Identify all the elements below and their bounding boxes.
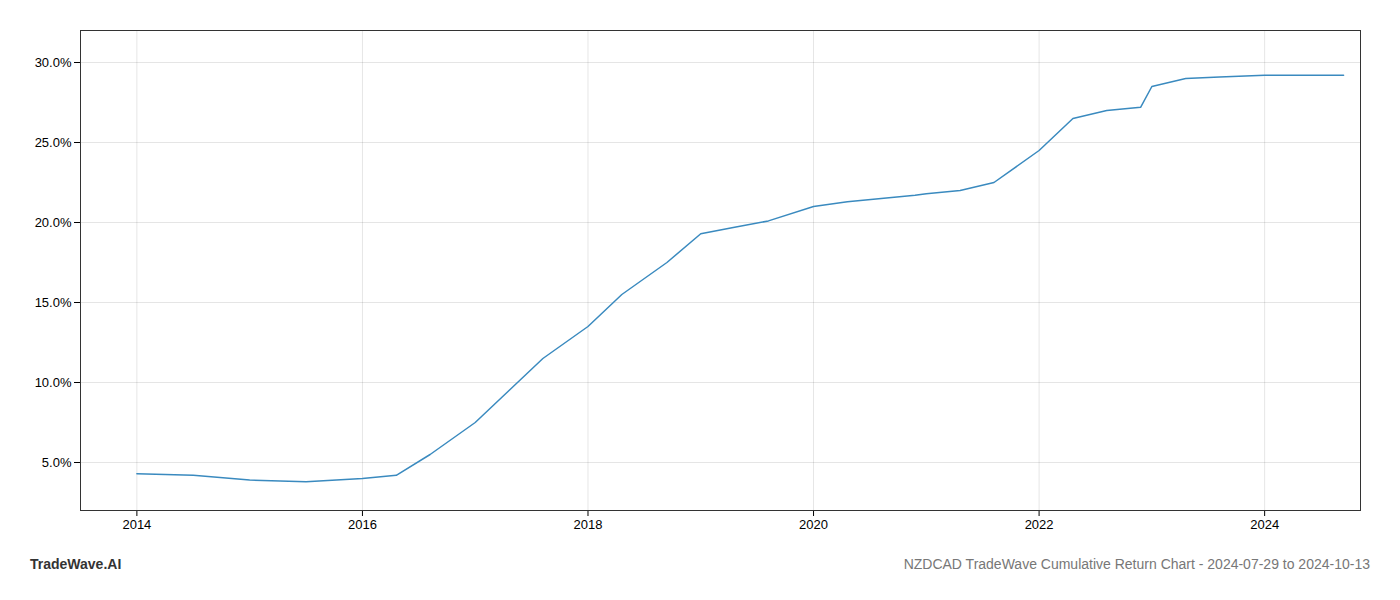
svg-text:2022: 2022 bbox=[1025, 517, 1054, 532]
svg-text:2016: 2016 bbox=[348, 517, 377, 532]
svg-text:20.0%: 20.0% bbox=[35, 215, 72, 230]
svg-text:30.0%: 30.0% bbox=[35, 55, 72, 70]
svg-text:2020: 2020 bbox=[799, 517, 828, 532]
svg-text:25.0%: 25.0% bbox=[35, 135, 72, 150]
svg-text:2014: 2014 bbox=[122, 517, 151, 532]
svg-text:2024: 2024 bbox=[1250, 517, 1279, 532]
svg-text:15.0%: 15.0% bbox=[35, 295, 72, 310]
html-text:NZDCAD TradeWave Cumulative Re: NZDCAD TradeWave Cumulative Return Chart… bbox=[903, 556, 1370, 572]
html-text:TradeWave.AI: TradeWave.AI bbox=[30, 556, 122, 572]
svg-text:2018: 2018 bbox=[574, 517, 603, 532]
svg-text:5.0%: 5.0% bbox=[42, 455, 72, 470]
svg-text:10.0%: 10.0% bbox=[35, 375, 72, 390]
